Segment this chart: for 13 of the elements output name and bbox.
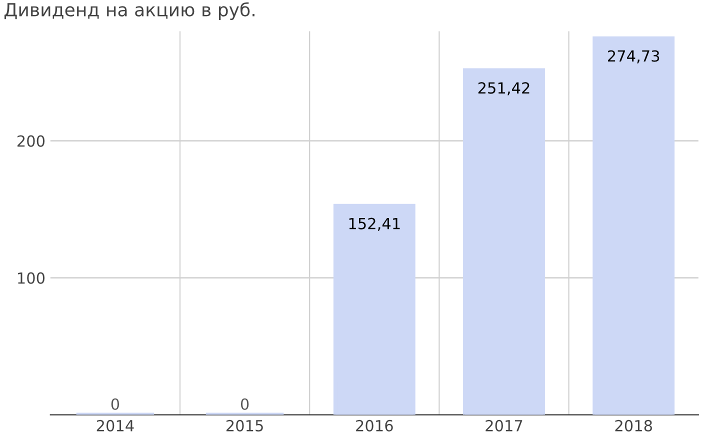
x-tick-label: 2014 xyxy=(96,420,134,432)
data-label: 274,73 xyxy=(608,50,660,64)
y-tick-label: 100 xyxy=(18,272,45,284)
data-label: 251,42 xyxy=(478,82,530,96)
x-tick-label: 2015 xyxy=(226,420,263,432)
data-label: 152,41 xyxy=(349,218,400,231)
x-tick-label: 2016 xyxy=(356,420,393,432)
data-label: 0 xyxy=(111,398,120,410)
x-tick-label: 2018 xyxy=(615,420,652,432)
x-tick-label: 2017 xyxy=(486,420,522,432)
y-tick-label: 200 xyxy=(17,135,45,147)
data-label: 0 xyxy=(240,398,249,410)
chart-title: Дивиденд на акцию в руб. xyxy=(4,2,254,20)
